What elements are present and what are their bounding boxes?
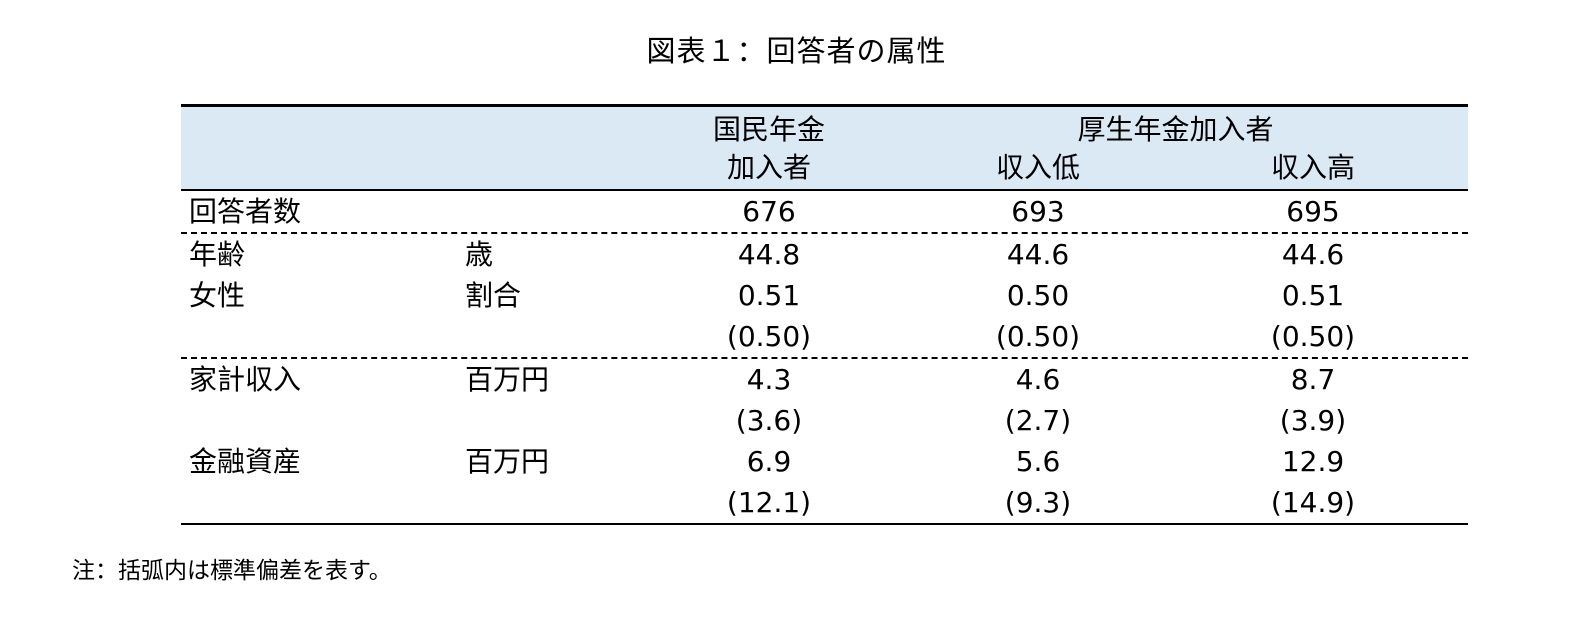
table-header: 国民年金 加入者 厚生年金加入者 収入低 収入高 (181, 104, 1468, 191)
cell-income-high: (3.9) (1279, 404, 1347, 437)
cell-income-high: 695 (1286, 195, 1340, 228)
row-unit: 百万円 (465, 363, 550, 396)
table-row: 家計収入 百万円 4.3 4.6 8.7 (181, 359, 1468, 400)
table-row: (3.6) (2.7) (3.9) (181, 400, 1468, 441)
cell-income-high: 0.51 (1281, 279, 1345, 312)
row-unit: 百万円 (465, 445, 550, 478)
table-bottom-rule (181, 523, 1468, 525)
header-kokumin-line1: 国民年金 (712, 113, 825, 146)
header-income-low: 収入低 (995, 151, 1080, 184)
cell-kokumin: 676 (742, 195, 796, 228)
cell-kokumin: 6.9 (746, 445, 792, 478)
cell-income-high: (0.50) (1270, 320, 1356, 353)
row-label: 家計収入 (189, 363, 302, 396)
table-row: 女性 割合 0.51 0.50 0.51 (181, 275, 1468, 316)
cell-kokumin: 0.51 (737, 279, 801, 312)
table-row: (12.1) (9.3) (14.9) (181, 482, 1468, 523)
cell-income-low: 693 (1011, 195, 1065, 228)
cell-income-low: (9.3) (1004, 486, 1072, 519)
table-row: 回答者数 676 693 695 (181, 191, 1468, 232)
cell-kokumin: (3.6) (735, 404, 803, 437)
row-label: 女性 (189, 279, 246, 312)
row-label: 年齢 (189, 238, 246, 271)
attributes-table: 国民年金 加入者 厚生年金加入者 収入低 収入高 回答者数 676 693 69… (181, 104, 1468, 525)
cell-income-low: (2.7) (1004, 404, 1072, 437)
cell-income-low: 44.6 (1006, 238, 1070, 271)
footnote: 注：括弧内は標準偏差を表す。 (72, 558, 392, 584)
table-row: 金融資産 百万円 6.9 5.6 12.9 (181, 441, 1468, 482)
dashed-divider (181, 357, 1468, 359)
cell-income-high: 8.7 (1290, 363, 1336, 396)
table-row: 年齢 歳 44.8 44.6 44.6 (181, 234, 1468, 275)
row-label: 金融資産 (189, 445, 302, 478)
cell-kokumin: (0.50) (726, 320, 812, 353)
row-label: 回答者数 (189, 195, 302, 228)
row-unit: 割合 (465, 279, 522, 312)
cell-kokumin: 4.3 (746, 363, 792, 396)
dashed-divider (181, 232, 1468, 234)
header-kosei-group: 厚生年金加入者 (1077, 113, 1274, 146)
header-kokumin-line2: 加入者 (726, 151, 811, 184)
table-title: 図表１：回答者の属性 (646, 34, 947, 68)
header-income-high: 収入高 (1270, 151, 1355, 184)
cell-income-low: 4.6 (1015, 363, 1061, 396)
cell-income-high: 12.9 (1281, 445, 1345, 478)
cell-kokumin: (12.1) (726, 486, 812, 519)
cell-income-high: (14.9) (1270, 486, 1356, 519)
cell-income-high: 44.6 (1281, 238, 1345, 271)
table-row: (0.50) (0.50) (0.50) (181, 316, 1468, 357)
cell-kokumin: 44.8 (737, 238, 801, 271)
cell-income-low: 5.6 (1015, 445, 1061, 478)
cell-income-low: 0.50 (1006, 279, 1070, 312)
cell-income-low: (0.50) (995, 320, 1081, 353)
row-unit: 歳 (465, 238, 494, 271)
